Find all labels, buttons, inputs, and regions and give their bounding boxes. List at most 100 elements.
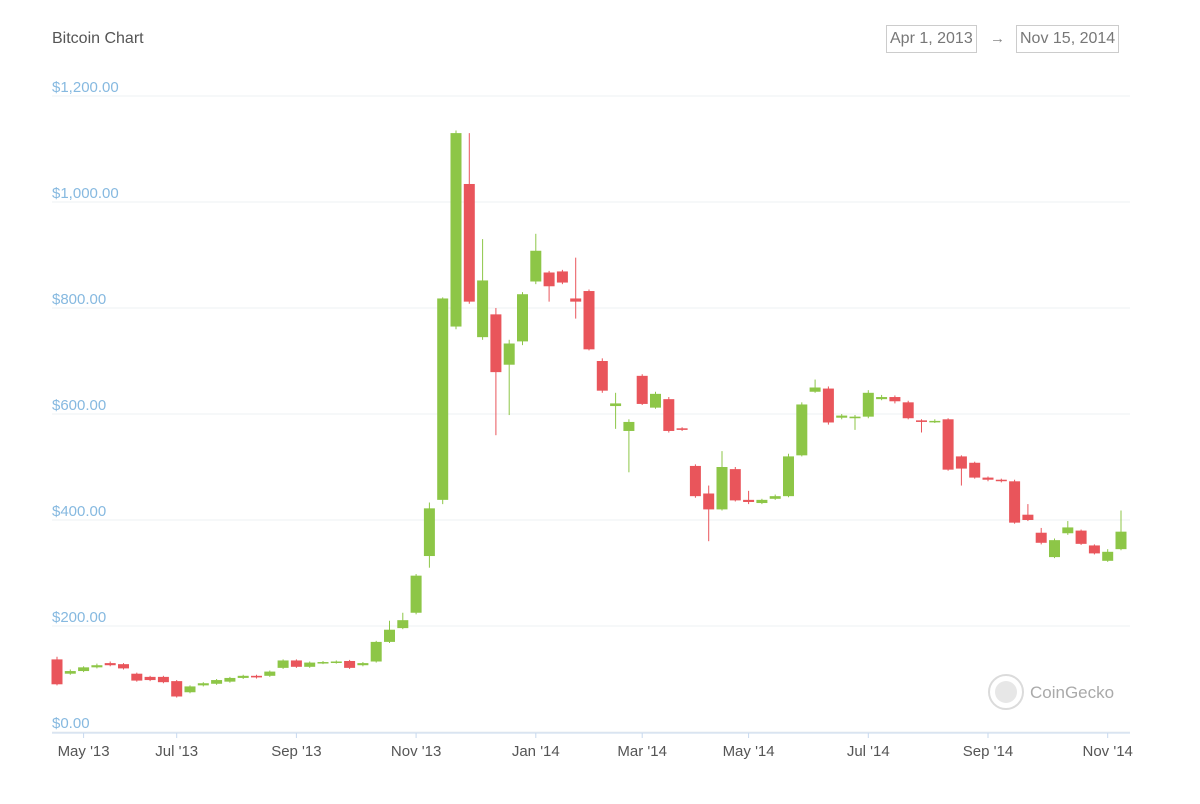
candle-body [118,664,129,669]
candle-body [849,416,861,419]
y-tick-label: $800.00 [52,291,106,308]
candle-body [676,428,688,430]
candle-body [1102,551,1114,561]
candle-body [157,676,169,683]
candle-body [1062,527,1074,534]
candle-body [796,404,808,456]
candle-body [583,291,595,350]
x-tick-label: Jul '14 [847,743,890,760]
candle-body [1115,531,1127,550]
candle-body [995,479,1007,482]
candle-body [809,387,821,392]
candle-body [517,294,528,342]
candle-body [530,250,542,282]
candle-body [942,419,954,470]
x-tick-label: Jan '14 [512,743,560,760]
candle-body [290,660,302,667]
candle-body [277,660,289,668]
candle-body [264,671,276,676]
candle-body [729,469,741,501]
candle-body [237,675,249,678]
candle-body [663,399,675,431]
candle-body [783,456,794,497]
candle-body [623,421,635,431]
candle-body [982,477,994,480]
candle-body [1035,532,1047,543]
candle-body [503,343,515,365]
x-tick-label: Mar '14 [617,743,667,760]
candle-body [224,677,236,682]
y-tick-label: $400.00 [52,503,106,520]
candle-body [1075,530,1087,544]
candle-body [184,686,196,693]
candle-body [955,456,967,469]
candle-body [211,680,223,684]
candle-body [304,662,316,667]
candle-body [743,499,755,502]
candle-body [144,676,156,681]
candle-body [357,663,369,666]
candle-body [902,402,914,419]
candle-body [197,683,209,686]
x-tick-label: Nov '14 [1083,743,1133,760]
candle-body [78,667,90,672]
candle-body [929,420,941,423]
candle-body [822,388,834,423]
candle-body [1009,481,1021,523]
x-tick-label: Sep '14 [963,743,1013,760]
candle-body [330,661,342,664]
candle-body [1088,545,1100,554]
candle-body [689,465,701,497]
candle-body [317,662,329,664]
x-tick-label: Nov '13 [391,743,441,760]
candle-body [570,298,582,302]
candle-body [51,659,63,685]
y-tick-label: $200.00 [52,609,106,626]
candle-body [450,133,462,327]
y-tick-label: $1,000.00 [52,185,119,202]
candle-body [490,314,502,373]
candle-body [703,493,715,510]
candle-body [463,183,475,302]
candle-body [397,620,409,629]
candle-body [251,675,262,678]
candle-body [636,375,648,404]
candle-body [756,499,768,504]
candle-body [423,508,435,557]
candle-body [596,361,608,391]
candle-body [876,397,888,400]
candle-body [610,403,622,407]
candle-body [437,298,449,500]
candle-body [91,665,103,668]
candle-body [1049,540,1060,558]
watermark: CoinGecko [1030,683,1114,702]
candle-body [650,393,661,408]
x-tick-label: Jul '13 [155,743,198,760]
x-tick-label: Sep '13 [271,743,321,760]
x-tick-label: May '13 [58,743,110,760]
date-to[interactable]: Nov 15, 2014 [1016,25,1120,53]
range-separator: → [990,30,1005,47]
y-tick-label: $600.00 [52,397,106,414]
candle-body [916,420,927,422]
candle-body [556,271,568,283]
candle-body [716,467,728,510]
y-tick-label: $1,200.00 [52,79,119,96]
candle-body [543,272,555,287]
candle-body [836,415,848,418]
watermark-icon [988,674,1024,710]
candle-body [769,496,781,499]
candle-body [862,392,874,417]
date-from[interactable]: Apr 1, 2013 [886,25,977,53]
candle-body [889,397,901,402]
candle-body [410,575,422,613]
candle-body [104,663,116,666]
x-tick-label: May '14 [723,743,775,760]
candle-body [131,673,143,681]
candle-body [384,629,395,642]
candle-body [477,280,489,338]
candle-body [171,681,183,697]
candle-body [370,641,382,662]
